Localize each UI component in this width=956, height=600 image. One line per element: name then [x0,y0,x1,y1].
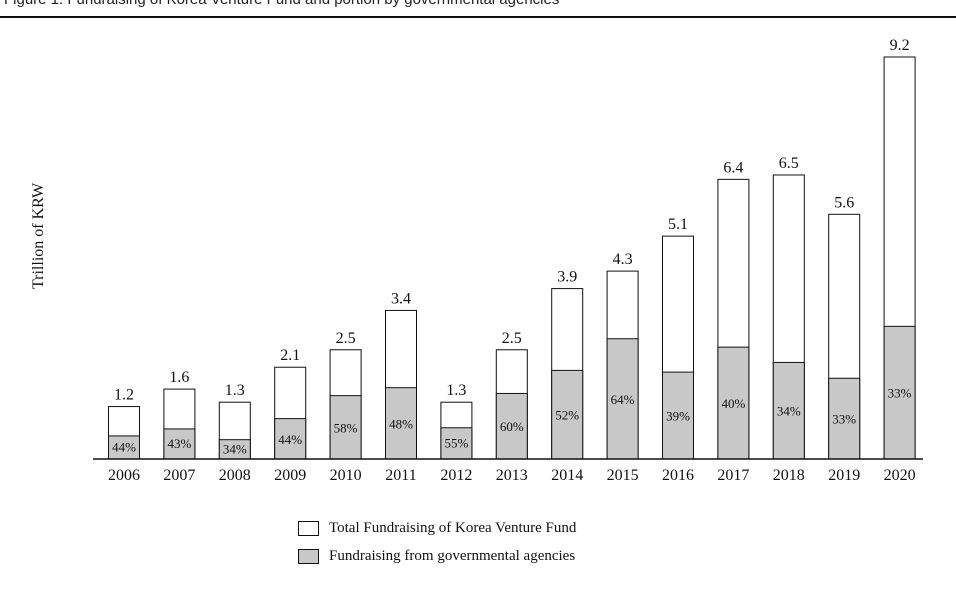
legend-swatch-total [298,520,319,536]
x-tick-label: 2012 [440,467,472,484]
legend-item-total: Total Fundraising of Korea Venture Fund [298,518,576,538]
data-label-government-share: 64% [611,392,635,407]
bar-government [385,387,417,460]
x-tick-label: 2014 [551,467,583,484]
data-label-total: 1.6 [169,369,189,386]
data-label-total: 1.3 [225,382,245,399]
data-label-total: 2.5 [502,330,522,347]
legend-label-government: Fundraising from governmental agencies [329,547,576,564]
data-label-government-share: 34% [223,441,247,456]
data-label-government-share: 40% [721,396,745,411]
data-label-government-share: 52% [555,408,579,423]
bar-government [662,371,694,460]
data-label-total: 1.3 [446,382,466,399]
bar-government [440,427,473,460]
data-label-government-share: 48% [389,416,413,431]
legend-label-total: Total Fundraising of Korea Venture Fund [329,519,577,536]
data-label-government-share: 34% [777,404,801,419]
data-label-total: 3.9 [557,269,577,286]
data-label-government-share: 43% [167,436,191,451]
x-tick-label: 2010 [330,467,362,484]
bar-government [883,325,916,460]
data-label-government-share: 60% [500,419,524,434]
data-label-total: 1.2 [114,387,134,404]
data-label-government-share: 33% [888,386,912,401]
x-tick-label: 2009 [274,467,306,484]
data-label-total: 5.1 [668,216,688,233]
x-tick-label: 2006 [108,467,140,484]
bar-government [772,361,805,460]
bar-government [274,418,307,460]
bar-government [606,338,639,460]
chart-legend: Total Fundraising of Korea Venture Fund … [298,518,576,574]
legend-swatch-government [298,548,319,564]
figure-caption: Figure 1. Fundraising of Korea Venture F… [0,0,956,16]
data-label-government-share: 33% [832,412,856,427]
caption-divider [0,16,956,18]
bar-government [495,392,528,460]
data-label-total: 5.6 [834,194,854,211]
bar-government [551,369,584,460]
legend-item-government: Fundraising from governmental agencies [298,546,576,566]
data-label-total: 6.4 [723,159,743,176]
data-label-total: 2.1 [280,347,300,364]
data-label-total: 9.2 [890,37,910,54]
y-axis-label: Trillion of KRW [30,182,47,289]
data-label-government-share: 55% [444,435,468,450]
x-tick-label: 2019 [828,467,860,484]
data-label-total: 3.4 [391,290,411,307]
data-label-total: 4.3 [613,251,633,268]
x-tick-label: 2016 [662,467,694,484]
x-tick-label: 2013 [496,467,528,484]
x-tick-label: 2020 [884,467,916,484]
data-label-total: 2.5 [336,330,356,347]
x-tick-label: 2015 [607,467,639,484]
x-tick-label: 2017 [717,467,749,484]
bar-government [717,346,750,460]
data-label-government-share: 44% [112,439,136,454]
data-label-government-share: 44% [278,432,302,447]
x-tick-label: 2018 [773,467,805,484]
data-label-government-share: 39% [666,409,690,424]
data-label-total: 6.5 [779,155,799,172]
x-tick-label: 2011 [385,467,416,484]
x-tick-label: 2008 [219,467,251,484]
data-label-government-share: 58% [334,420,358,435]
bar-government [329,395,362,460]
x-tick-label: 2007 [163,467,195,484]
